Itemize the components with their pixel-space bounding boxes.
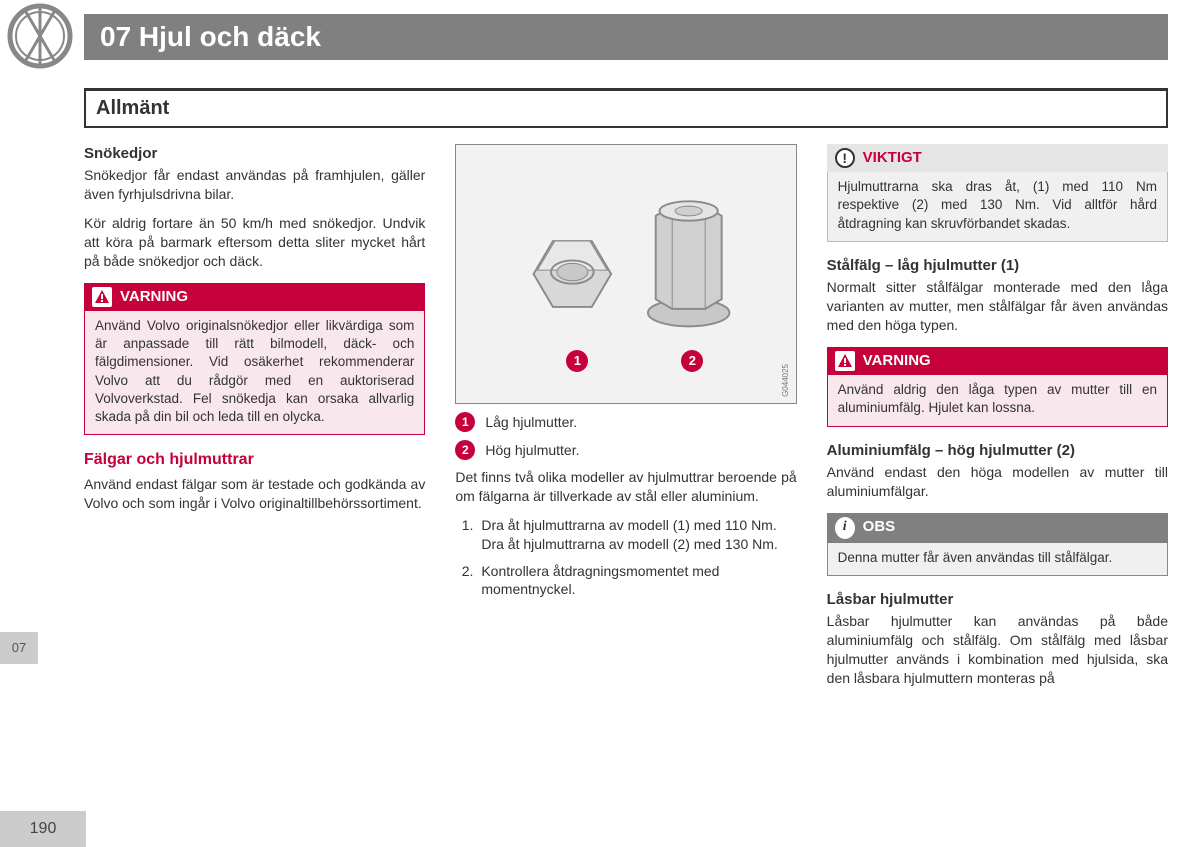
callout-label: VIKTIGT bbox=[863, 148, 922, 168]
chapter-title: 07 Hjul och däck bbox=[100, 18, 321, 56]
section-title-box: Allmänt bbox=[84, 88, 1168, 128]
figure-code: G044025 bbox=[781, 364, 792, 397]
callout-header: ! VIKTIGT bbox=[827, 144, 1168, 172]
legend-item: 1 Låg hjulmutter. bbox=[455, 412, 796, 432]
callout-header: i OBS bbox=[827, 513, 1168, 543]
section-title: Allmänt bbox=[96, 97, 169, 119]
step-item: Dra åt hjulmuttrarna av modell (1) med 1… bbox=[477, 516, 796, 554]
column-3: ! VIKTIGT Hjulmuttrarna ska dras åt, (1)… bbox=[827, 144, 1168, 797]
paragraph: Använd endast den höga modellen av mutte… bbox=[827, 463, 1168, 501]
callout-label: VARNING bbox=[863, 351, 931, 371]
paragraph: Normalt sitter stålfälgar monterade med … bbox=[827, 278, 1168, 335]
note-callout: i OBS Denna mutter får även användas til… bbox=[827, 513, 1168, 576]
column-1: Snökedjor Snökedjor får endast användas … bbox=[84, 144, 425, 797]
chapter-header: 07 Hjul och däck bbox=[84, 14, 1168, 60]
content-columns: Snökedjor Snökedjor får endast användas … bbox=[84, 144, 1168, 797]
callout-body: Använd Volvo originalsnökedjor eller lik… bbox=[84, 311, 425, 435]
legend-text: Hög hjulmutter. bbox=[485, 441, 579, 460]
heading-rims: Fälgar och hjulmuttrar bbox=[84, 449, 425, 471]
legend-number-icon: 1 bbox=[455, 412, 475, 432]
paragraph: Kör aldrig fortare än 50 km/h med snöked… bbox=[84, 214, 425, 271]
warning-callout: VARNING Använd Volvo originalsnökedjor e… bbox=[84, 283, 425, 436]
callout-body: Hjulmuttrarna ska dras åt, (1) med 110 N… bbox=[827, 172, 1168, 242]
step-item: Kontrollera åtdragningsmomentet med mome… bbox=[477, 562, 796, 600]
manual-page: 07 Hjul och däck Allmänt 07 190 Snökedjo… bbox=[0, 0, 1200, 847]
column-2: 1 2 G044025 1 Låg hjulmutter. 2 Hög hjul… bbox=[455, 144, 796, 797]
numbered-steps: Dra åt hjulmuttrarna av modell (1) med 1… bbox=[455, 516, 796, 600]
info-icon: i bbox=[835, 517, 855, 539]
callout-header: VARNING bbox=[84, 283, 425, 311]
chapter-tab: 07 bbox=[0, 632, 38, 664]
heading-aluminium-rim: Aluminiumfälg – hög hjulmutter (2) bbox=[827, 441, 1168, 461]
warning-icon bbox=[92, 287, 112, 307]
callout-body: Använd aldrig den låga typen av mutter t… bbox=[827, 375, 1168, 426]
paragraph: Det finns två olika modeller av hjulmutt… bbox=[455, 468, 796, 506]
tire-icon bbox=[6, 2, 74, 70]
callout-header: VARNING bbox=[827, 347, 1168, 375]
important-callout: ! VIKTIGT Hjulmuttrarna ska dras åt, (1)… bbox=[827, 144, 1168, 242]
legend-number-icon: 2 bbox=[455, 440, 475, 460]
legend-item: 2 Hög hjulmutter. bbox=[455, 440, 796, 460]
heading-lockable-nut: Låsbar hjulmutter bbox=[827, 590, 1168, 610]
paragraph: Använd endast fälgar som är testade och … bbox=[84, 475, 425, 513]
important-icon: ! bbox=[835, 148, 855, 168]
paragraph: Låsbar hjulmutter kan användas på både a… bbox=[827, 612, 1168, 688]
paragraph: Snökedjor får endast användas på framhju… bbox=[84, 166, 425, 204]
callout-body: Denna mutter får även användas till stål… bbox=[827, 543, 1168, 576]
heading-steel-rim: Stålfälg – låg hjulmutter (1) bbox=[827, 256, 1168, 276]
warning-callout: VARNING Använd aldrig den låga typen av … bbox=[827, 347, 1168, 427]
page-number: 190 bbox=[0, 811, 86, 847]
heading-snow-chains: Snökedjor bbox=[84, 144, 425, 164]
callout-label: OBS bbox=[863, 517, 896, 537]
wheel-nuts-figure: 1 2 G044025 bbox=[455, 144, 796, 404]
callout-label: VARNING bbox=[120, 287, 188, 307]
legend-text: Låg hjulmutter. bbox=[485, 413, 577, 432]
warning-icon bbox=[835, 351, 855, 371]
